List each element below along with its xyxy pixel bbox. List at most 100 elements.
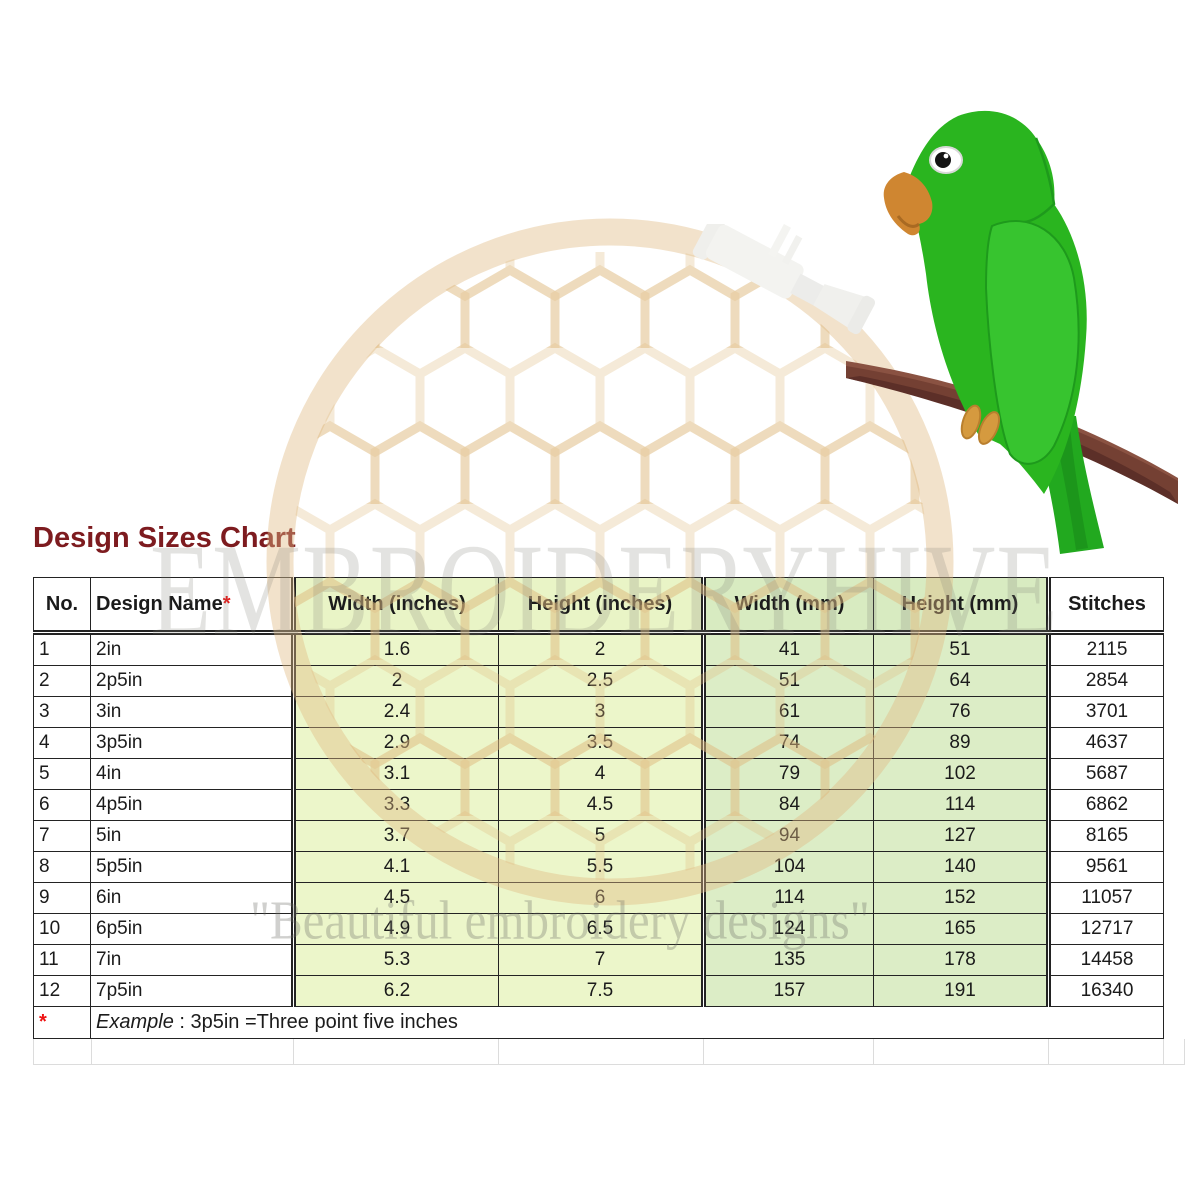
table-cell: 6p5in <box>90 913 294 945</box>
table-cell: 5in <box>90 820 294 852</box>
col-header-height-inches: Height (inches) <box>498 577 704 635</box>
table-cell: 104 <box>701 851 874 883</box>
col-header-width-inches: Width (inches) <box>291 577 499 635</box>
table-cell: 2.9 <box>291 727 499 759</box>
table-cell: 10 <box>33 913 91 945</box>
table-cell: 1 <box>33 632 91 666</box>
sizes-table: No. Design Name* Width (inches) Height (… <box>33 577 1164 1039</box>
table-cell: 7in <box>90 944 294 976</box>
table-cell: 1.6 <box>291 632 499 666</box>
table-cell: 7p5in <box>90 975 294 1007</box>
table-cell: 8 <box>33 851 91 883</box>
table-cell: 5.3 <box>291 944 499 976</box>
table-row: 6 4p5in 3.3 4.5 84 114 6862 <box>33 789 1164 821</box>
footnote-text: Example : 3p5in =Three point five inches <box>90 1006 1164 1039</box>
table-cell: 7 <box>33 820 91 852</box>
table-cell: 11057 <box>1046 882 1164 914</box>
table-cell: 61 <box>701 696 874 728</box>
table-cell: 4 <box>498 758 704 790</box>
table-cell: 5.5 <box>498 851 704 883</box>
table-cell: 2 <box>291 665 499 697</box>
col-header-width-mm: Width (mm) <box>701 577 874 635</box>
col-header-design-name-label: Design Name <box>96 592 223 615</box>
gridline-cell <box>1164 1039 1185 1064</box>
table-cell: 16340 <box>1046 975 1164 1007</box>
footnote-row: * Example : 3p5in =Three point five inch… <box>33 1006 1164 1039</box>
table-cell: 51 <box>873 632 1049 666</box>
table-cell: 114 <box>701 882 874 914</box>
gridline-cell <box>499 1039 704 1064</box>
table-cell: 2 <box>33 665 91 697</box>
table-body: 1 2in 1.6 2 41 51 2115 2 2p5in 2 2.5 51 64 2854 3 3in 2.… <box>33 632 1164 1007</box>
col-header-design-name: Design Name* <box>90 577 294 635</box>
table-cell: 165 <box>873 913 1049 945</box>
table-row: 11 7in 5.3 7 135 178 14458 <box>33 944 1164 976</box>
table-cell: 5687 <box>1046 758 1164 790</box>
table-cell: 124 <box>701 913 874 945</box>
table-row: 7 5in 3.7 5 94 127 8165 <box>33 820 1164 852</box>
spreadsheet-gridlines <box>33 1039 1185 1065</box>
table-cell: 102 <box>873 758 1049 790</box>
table-cell: 8165 <box>1046 820 1164 852</box>
col-header-height-mm: Height (mm) <box>873 577 1049 635</box>
gridline-cell <box>92 1039 295 1064</box>
table-cell: 3.3 <box>291 789 499 821</box>
table-cell: 4in <box>90 758 294 790</box>
table-row: 8 5p5in 4.1 5.5 104 140 9561 <box>33 851 1164 883</box>
table-cell: 140 <box>873 851 1049 883</box>
table-cell: 178 <box>873 944 1049 976</box>
table-row: 10 6p5in 4.9 6.5 124 165 12717 <box>33 913 1164 945</box>
table-cell: 6.2 <box>291 975 499 1007</box>
table-cell: 84 <box>701 789 874 821</box>
table-cell: 76 <box>873 696 1049 728</box>
footnote-marker: * <box>33 1006 91 1039</box>
table-row: 1 2in 1.6 2 41 51 2115 <box>33 632 1164 666</box>
table-cell: 74 <box>701 727 874 759</box>
table-cell: 6 <box>33 789 91 821</box>
required-asterisk: * <box>222 592 231 615</box>
table-cell: 6.5 <box>498 913 704 945</box>
table-cell: 9 <box>33 882 91 914</box>
table-cell: 3 <box>498 696 704 728</box>
gridline-cell <box>874 1039 1049 1064</box>
table-cell: 114 <box>873 789 1049 821</box>
table-cell: 2115 <box>1046 632 1164 666</box>
table-cell: 4p5in <box>90 789 294 821</box>
table-cell: 14458 <box>1046 944 1164 976</box>
page-title: Design Sizes Chart <box>33 522 296 554</box>
table-cell: 4 <box>33 727 91 759</box>
footnote-example-label: Example <box>96 1011 174 1033</box>
table-cell: 64 <box>873 665 1049 697</box>
header-row: No. Design Name* Width (inches) Height (… <box>33 577 1164 635</box>
table-cell: 6862 <box>1046 789 1164 821</box>
green-parrot-embroidery-icon <box>846 110 1178 554</box>
table-cell: 4.5 <box>498 789 704 821</box>
gridline-cell <box>704 1039 874 1064</box>
table-cell: 12717 <box>1046 913 1164 945</box>
table-cell: 41 <box>701 632 874 666</box>
table-cell: 7.5 <box>498 975 704 1007</box>
table-cell: 4.1 <box>291 851 499 883</box>
table-cell: 51 <box>701 665 874 697</box>
table-cell: 2p5in <box>90 665 294 697</box>
table-cell: 3701 <box>1046 696 1164 728</box>
gridline-cell <box>33 1039 92 1064</box>
gridline-cell <box>1049 1039 1165 1064</box>
col-header-no: No. <box>33 577 91 635</box>
table-cell: 3.7 <box>291 820 499 852</box>
table-cell: 4637 <box>1046 727 1164 759</box>
table-cell: 3.1 <box>291 758 499 790</box>
table-cell: 3in <box>90 696 294 728</box>
table-row: 4 3p5in 2.9 3.5 74 89 4637 <box>33 727 1164 759</box>
table-cell: 127 <box>873 820 1049 852</box>
table-cell: 5 <box>33 758 91 790</box>
table-cell: 89 <box>873 727 1049 759</box>
table-row: 9 6in 4.5 6 114 152 11057 <box>33 882 1164 914</box>
table-row: 12 7p5in 6.2 7.5 157 191 16340 <box>33 975 1164 1007</box>
table-cell: 79 <box>701 758 874 790</box>
table-cell: 3p5in <box>90 727 294 759</box>
sizes-table-wrap: No. Design Name* Width (inches) Height (… <box>33 577 1185 1065</box>
footnote-example-body: : 3p5in =Three point five inches <box>173 1011 458 1033</box>
table-cell: 2854 <box>1046 665 1164 697</box>
